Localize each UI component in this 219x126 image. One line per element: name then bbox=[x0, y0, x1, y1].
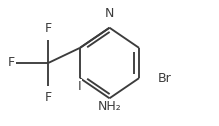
Text: F: F bbox=[45, 22, 52, 35]
Text: I: I bbox=[78, 80, 82, 93]
Text: F: F bbox=[45, 91, 52, 104]
Text: Br: Br bbox=[158, 72, 171, 85]
Text: F: F bbox=[8, 56, 15, 70]
Text: NH₂: NH₂ bbox=[98, 100, 121, 113]
Text: N: N bbox=[105, 7, 114, 20]
